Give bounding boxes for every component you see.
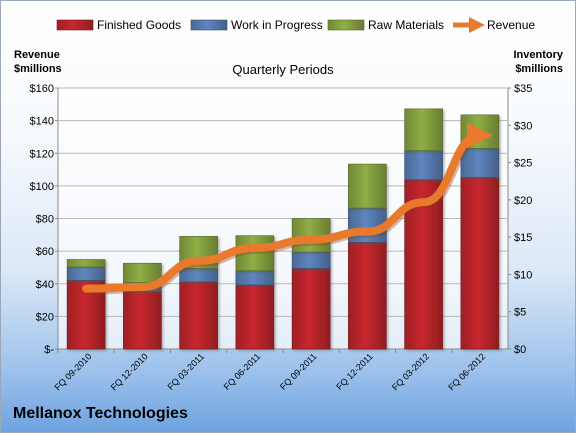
x-tick-label: FQ 06-2011: [222, 351, 263, 392]
right-tick-label: $5: [514, 307, 526, 319]
bar-work-in-progress: [404, 150, 443, 181]
bars: [66, 108, 500, 350]
left-tick-label: $60: [36, 246, 54, 258]
left-tick-label: $140: [30, 116, 54, 128]
bar-work-in-progress: [291, 251, 331, 269]
bar-raw-materials: [235, 235, 275, 272]
left-axis-ticks: $- $20 $40 $60 $80 $100 $120 $140 $160: [30, 83, 58, 356]
bar-finished-goods: [235, 284, 275, 350]
right-tick-label: $20: [514, 195, 532, 207]
x-tick-label: FQ 12-2011: [334, 351, 375, 392]
right-tick-label: $15: [514, 232, 532, 244]
bar-work-in-progress: [66, 266, 106, 281]
legend-item-revenue: Revenue: [453, 16, 535, 34]
bar-finished-goods: [123, 291, 162, 350]
legend-item-work-in-progress: Work in Progress: [190, 18, 323, 32]
right-tick-label: $10: [514, 269, 532, 281]
legend-label: Finished Goods: [97, 18, 181, 32]
bar-finished-goods: [291, 268, 331, 350]
legend-swatch: [190, 19, 228, 31]
bar-raw-materials: [404, 108, 443, 151]
left-tick-label: $120: [30, 148, 54, 160]
legend-swatch: [327, 19, 365, 31]
left-tick-label: $80: [36, 214, 54, 226]
x-tick-label: FQ 09-2011: [278, 351, 319, 392]
bar-raw-materials: [123, 262, 162, 283]
right-tick-label: $35: [514, 83, 532, 95]
right-axis-title: Inventory $millions: [513, 49, 563, 75]
legend-label: Raw Materials: [368, 18, 444, 32]
bar-finished-goods: [179, 281, 218, 350]
left-tick-label: $-: [44, 344, 54, 356]
left-tick-label: $160: [30, 83, 54, 95]
legend-swatch: [56, 19, 94, 31]
bar-finished-goods: [460, 177, 500, 350]
revenue-line: [82, 122, 493, 295]
x-tick-label: FQ 06-2012: [446, 351, 487, 392]
x-axis-ticks: FQ 09-2010 FQ 12-2010 FQ 03-2011 FQ 06-2011…: [53, 349, 487, 392]
left-tick-label: $20: [36, 311, 54, 323]
left-tick-label: $100: [30, 181, 54, 193]
bar-finished-goods: [348, 242, 387, 350]
bar-raw-materials: [348, 163, 387, 209]
right-tick-label: $30: [514, 120, 532, 132]
legend-item-raw-materials: Raw Materials: [327, 18, 444, 32]
left-axis-title: Revenue $millions: [14, 49, 62, 75]
x-tick-label: FQ 03-2012: [390, 351, 431, 392]
legend-label: Revenue: [487, 18, 535, 32]
x-tick-label: FQ 03-2011: [165, 351, 206, 392]
legend-label: Work in Progress: [231, 18, 323, 32]
right-axis-ticks: $0 $5 $10 $15 $20 $25 $30 $35: [508, 83, 532, 356]
company-name: Mellanox Technologies: [13, 405, 188, 422]
left-tick-label: $40: [36, 279, 54, 291]
x-tick-label: FQ 09-2010: [53, 351, 94, 392]
chart-title: Quarterly Periods: [232, 62, 334, 77]
right-tick-label: $0: [514, 344, 526, 356]
bar-work-in-progress: [460, 148, 500, 178]
legend-item-finished-goods: Finished Goods: [56, 18, 181, 32]
bar-work-in-progress: [235, 270, 275, 286]
right-tick-label: $25: [514, 158, 532, 170]
bar-raw-materials: [66, 259, 106, 268]
legend: Finished Goods Work in Progress Raw Materi…: [56, 16, 535, 34]
x-tick-label: FQ 12-2010: [109, 351, 150, 392]
